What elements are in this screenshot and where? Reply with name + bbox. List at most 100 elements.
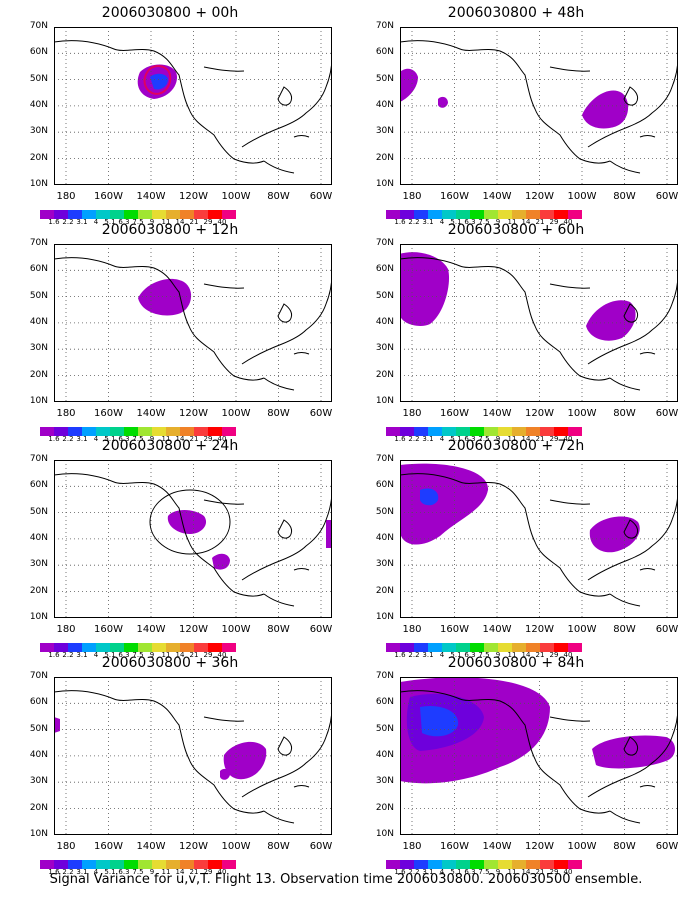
colorbar-label: 21 <box>535 218 545 226</box>
map-svg <box>54 27 332 185</box>
map-panel: 2006030800 + 12h 70N 60N 50N 40N 30N 20N 10N 180… <box>20 222 333 443</box>
colorbar-segment <box>512 860 526 869</box>
map-svg <box>54 460 332 618</box>
colorbar-segment <box>96 643 110 652</box>
colorbar-segment <box>484 860 498 869</box>
coastline <box>400 690 611 814</box>
colorbar-segment <box>428 643 442 652</box>
longitude-tick-label: 180 <box>402 408 422 419</box>
longitude-tick-label: 100W <box>567 841 597 852</box>
sampling-circle <box>149 489 231 555</box>
colorbar-label: 11 <box>161 218 171 226</box>
variance-contour <box>586 300 636 341</box>
colorbar-label: 2.2 <box>62 651 74 659</box>
colorbar-segment <box>54 427 68 436</box>
colorbar-segment <box>540 643 554 652</box>
coastline <box>549 716 591 722</box>
coastline <box>241 489 332 581</box>
colorbar-label: 29 <box>203 651 213 659</box>
colorbar-label: 5.1 <box>450 435 462 443</box>
colorbar-segment <box>124 860 138 869</box>
colorbar-segment <box>82 860 96 869</box>
coastline <box>587 56 678 148</box>
colorbar-segment <box>194 427 208 436</box>
variance-contour <box>400 252 450 326</box>
longitude-tick-label: 160W <box>440 191 469 202</box>
coastline <box>549 499 591 505</box>
colorbar-label: 40 <box>563 435 573 443</box>
map-panel: 2006030800 + 60h 70N 60N 50N 40N 30N 20N 10N 180… <box>366 222 679 443</box>
map-plot-area <box>54 460 332 618</box>
colorbar-label: 1.6 <box>48 868 60 876</box>
panel-title: 2006030800 + 36h <box>101 655 239 671</box>
colorbar-label: 11 <box>161 435 171 443</box>
coastline <box>587 489 678 581</box>
longitude-tick-label: 120W <box>525 841 554 852</box>
map-panel: 2006030800 + 72h 70N 60N 50N 40N 30N 20N 10N 180… <box>366 438 679 659</box>
colorbar-segment <box>54 210 68 219</box>
latitude-tick-label: 30N <box>29 559 48 570</box>
colorbar <box>386 860 582 869</box>
colorbar-label: 11 <box>161 868 171 876</box>
latitude-tick-label: 40N <box>375 749 394 760</box>
colorbar-segment <box>414 643 428 652</box>
longitude-tick-label: 80W <box>267 191 290 202</box>
colorbar-segment <box>484 643 498 652</box>
colorbar-label: 40 <box>563 218 573 226</box>
colorbar-segment <box>540 860 554 869</box>
longitude-tick-label: 120W <box>179 191 208 202</box>
colorbar-segment <box>428 210 442 219</box>
colorbar-segment <box>470 860 484 869</box>
coastline <box>241 56 332 148</box>
longitude-tick-label: 80W <box>613 191 636 202</box>
latitude-tick-label: 60N <box>29 480 48 491</box>
map-svg <box>400 244 678 402</box>
colorbar-segment <box>138 643 152 652</box>
map-panel: 2006030800 + 24h 70N 60N 50N 40N 30N 20N 10N 180… <box>20 438 333 659</box>
colorbar-label: 3.1 <box>76 435 88 443</box>
colorbar-segment <box>40 860 54 869</box>
colorbar-label: 7.5 <box>132 218 144 226</box>
latitude-tick-label: 10N <box>29 828 48 839</box>
coastline <box>587 706 678 798</box>
colorbar-segment <box>498 427 512 436</box>
map-plot-area <box>400 27 678 185</box>
colorbar-label: 21 <box>189 651 199 659</box>
colorbar-label: 5.1 <box>450 868 462 876</box>
colorbar-label: 14 <box>175 218 185 226</box>
colorbar-label: 2.2 <box>408 651 420 659</box>
colorbar-segment <box>222 643 236 652</box>
map-plot-area <box>54 677 332 835</box>
longitude-tick-label: 80W <box>267 624 290 635</box>
coastline <box>263 593 295 607</box>
longitude-tick-label: 120W <box>525 191 554 202</box>
colorbar-segment <box>166 643 180 652</box>
colorbar-segment <box>110 427 124 436</box>
latitude-tick-label: 10N <box>29 611 48 622</box>
colorbar-label: 9 <box>495 218 501 226</box>
colorbar-segment <box>166 210 180 219</box>
latitude-tick-label: 70N <box>29 21 48 31</box>
colorbar-segment <box>138 860 152 869</box>
colorbar-label: 14 <box>521 435 531 443</box>
latitude-tick-label: 30N <box>375 559 394 570</box>
latitude-tick-label: 60N <box>29 264 48 275</box>
longitude-tick-label: 100W <box>221 841 251 852</box>
colorbar-label: 6.3 <box>118 435 130 443</box>
colorbar-segment <box>484 210 498 219</box>
longitude-tick-label: 180 <box>402 841 422 852</box>
colorbar-label: 14 <box>175 868 185 876</box>
colorbar-segment <box>400 860 414 869</box>
colorbar-label: 1.6 <box>394 435 406 443</box>
colorbar <box>40 210 236 219</box>
panel-title: 2006030800 + 48h <box>447 5 585 21</box>
colorbar-label: 11 <box>507 651 517 659</box>
colorbar-segment <box>194 210 208 219</box>
latitude-tick-label: 50N <box>29 723 48 734</box>
latitude-tick-label: 20N <box>29 802 48 813</box>
colorbar-label: 29 <box>203 218 213 226</box>
colorbar-segment <box>208 210 222 219</box>
colorbar-segment <box>498 860 512 869</box>
longitude-tick-label: 140W <box>136 624 166 635</box>
colorbar-label: 1.6 <box>48 435 60 443</box>
